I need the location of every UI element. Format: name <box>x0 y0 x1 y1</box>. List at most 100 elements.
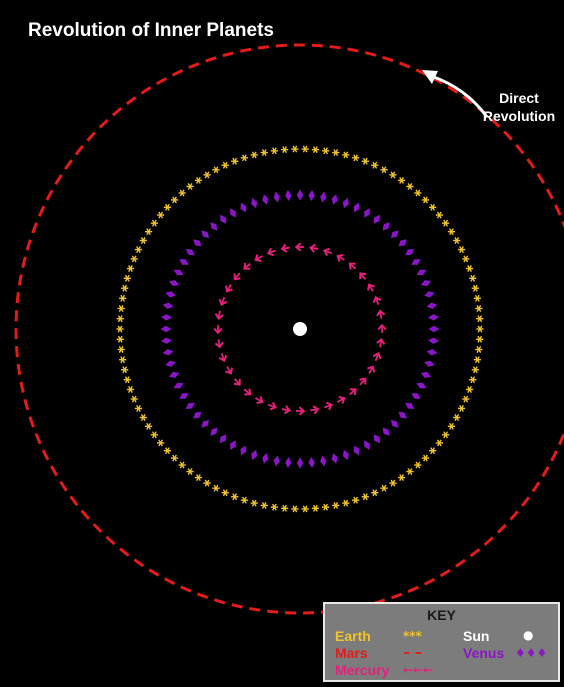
earth-asterisk-marker <box>471 284 479 292</box>
mercury-chevron-marker <box>213 325 223 335</box>
earth-asterisk-marker <box>291 505 299 513</box>
venus-diamond-marker <box>219 434 227 444</box>
venus-diamond-marker <box>416 382 427 389</box>
earth-asterisk-marker <box>476 325 484 333</box>
earth-asterisk-marker <box>144 422 153 430</box>
mercury-chevron-marker <box>243 388 252 396</box>
mercury-chevron-marker <box>359 377 367 386</box>
venus-diamond-marker <box>161 337 172 344</box>
mercury-orbit <box>213 242 387 416</box>
venus-diamond-marker <box>285 457 292 468</box>
earth-asterisk-marker <box>163 447 171 455</box>
venus-diamond-marker <box>193 239 202 247</box>
earth-asterisk-marker <box>126 265 135 272</box>
venus-diamond-marker <box>320 191 327 203</box>
earth-asterisk-marker <box>332 149 340 157</box>
earth-asterisk-marker <box>150 431 158 439</box>
earth-asterisk-marker <box>406 468 414 476</box>
key-earth-symbol: *** <box>403 629 422 643</box>
sun <box>293 322 307 336</box>
mercury-chevron-marker <box>281 405 291 415</box>
earth-asterisk-marker <box>250 499 258 507</box>
earth-asterisk-marker <box>475 346 483 353</box>
venus-diamond-marker <box>160 325 172 333</box>
direction-label-line2: Revolution <box>483 108 555 124</box>
mercury-chevron-marker <box>376 309 386 319</box>
earth-asterisk-marker <box>322 503 330 511</box>
earth-asterisk-marker <box>240 154 248 162</box>
earth-asterisk-marker <box>212 484 220 492</box>
mercury-chevron-marker <box>224 284 233 293</box>
venus-diamond-marker <box>210 427 218 436</box>
venus-diamond-marker <box>168 280 180 287</box>
earth-asterisk-marker <box>453 414 461 421</box>
earth-asterisk-marker <box>150 219 158 227</box>
venus-diamond-marker <box>373 214 381 224</box>
venus-diamond-marker <box>251 197 258 209</box>
venus-diamond-marker <box>179 393 189 399</box>
key-sun-label: Sun <box>463 628 490 644</box>
earth-asterisk-marker <box>203 171 211 179</box>
mercury-chevron-marker <box>348 262 357 270</box>
mercury-chevron-marker <box>280 243 290 253</box>
earth-asterisk-marker <box>260 501 268 509</box>
venus-diamond-marker <box>416 269 427 276</box>
earth-asterisk-marker <box>178 189 186 197</box>
venus-diamond-marker <box>364 440 370 450</box>
venus-diamond-marker <box>426 302 438 309</box>
mercury-chevron-marker <box>349 388 357 396</box>
earth-asterisk-marker <box>473 356 481 364</box>
venus-diamond-marker <box>398 411 407 419</box>
mercury-chevron-marker <box>218 352 228 363</box>
earth-asterisk-marker <box>116 335 124 343</box>
key-venus-label: Venus <box>463 645 505 661</box>
earth-asterisk-marker <box>119 356 127 364</box>
earth-asterisk-marker <box>130 255 138 263</box>
earth-asterisk-marker <box>121 284 129 292</box>
mercury-chevron-marker <box>372 295 382 306</box>
mercury-chevron-marker <box>337 395 346 404</box>
earth-asterisk-marker <box>342 151 350 159</box>
venus-diamond-marker <box>353 202 360 213</box>
key-mars-symbol: – – <box>403 645 422 661</box>
earth-asterisk-marker <box>414 189 422 197</box>
earth-asterisk-marker <box>186 182 194 190</box>
earth-asterisk-marker <box>203 479 211 487</box>
earth-asterisk-marker <box>361 493 369 501</box>
earth-asterisk-marker <box>447 422 456 430</box>
venus-diamond-marker <box>320 455 327 467</box>
earth-asterisk-marker <box>435 211 443 219</box>
earth-asterisk-marker <box>371 161 379 169</box>
venus-diamond-marker <box>331 194 338 205</box>
earth-asterisk-marker <box>163 203 171 211</box>
earth-asterisk-marker <box>130 395 138 403</box>
earth-asterisk-marker <box>116 315 124 323</box>
earth-asterisk-marker <box>429 203 437 211</box>
venus-diamond-marker <box>165 291 176 298</box>
venus-diamond-marker <box>331 453 338 464</box>
mercury-chevron-marker <box>214 339 224 349</box>
diagram-title: Revolution of Inner Planets <box>28 20 274 41</box>
key-venus-symbol: ♦♦♦ <box>515 646 548 660</box>
earth-asterisk-marker <box>134 246 143 254</box>
earth-asterisk-marker <box>421 454 430 462</box>
earth-asterisk-marker <box>134 404 143 412</box>
key-earth-label: Earth <box>335 628 371 644</box>
venus-diamond-marker <box>193 411 202 419</box>
mercury-chevron-marker <box>367 365 376 374</box>
earth-asterisk-marker <box>126 386 135 393</box>
key-title: KEY <box>427 607 456 623</box>
earth-asterisk-marker <box>157 211 165 219</box>
earth-asterisk-marker <box>442 219 450 227</box>
earth-asterisk-marker <box>462 395 470 403</box>
earth-asterisk-marker <box>473 294 481 302</box>
earth-asterisk-marker <box>221 489 229 497</box>
venus-diamond-marker <box>201 230 210 239</box>
venus-diamond-marker <box>173 269 184 276</box>
venus-diamond-marker <box>251 449 258 461</box>
venus-orbit <box>160 189 440 469</box>
mercury-chevron-marker <box>377 323 387 333</box>
mercury-chevron-marker <box>323 401 334 411</box>
key-mars-label: Mars <box>335 645 368 661</box>
earth-asterisk-marker <box>270 147 278 155</box>
